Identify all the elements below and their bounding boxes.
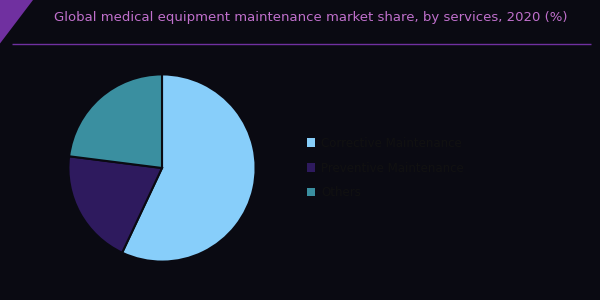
Text: Global medical equipment maintenance market share, by services, 2020 (%): Global medical equipment maintenance mar… bbox=[54, 11, 568, 23]
Legend: Corrective Maintenance, Preventive Maintenance, Others: Corrective Maintenance, Preventive Maint… bbox=[304, 133, 467, 203]
Wedge shape bbox=[69, 74, 162, 168]
Wedge shape bbox=[68, 156, 162, 253]
Polygon shape bbox=[0, 0, 33, 44]
Wedge shape bbox=[122, 74, 256, 262]
